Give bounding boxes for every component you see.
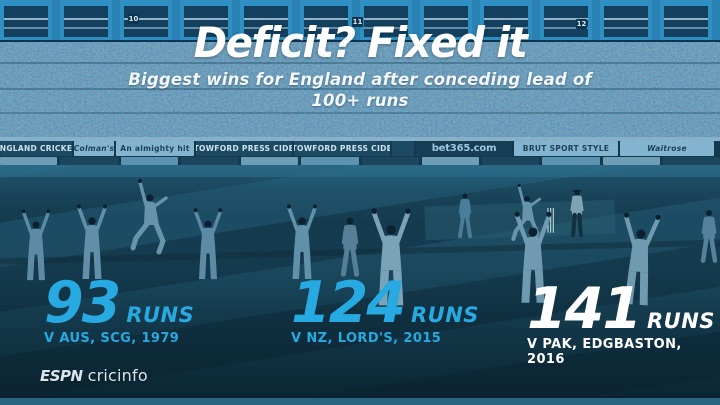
ad-board: Waitrose bbox=[620, 141, 714, 156]
small-board bbox=[301, 157, 359, 165]
stat-detail: V NZ, LORD'S, 2015 bbox=[291, 331, 442, 346]
crowd bbox=[0, 42, 720, 141]
stat-unit: RUNS bbox=[126, 303, 195, 327]
small-board bbox=[602, 157, 660, 165]
small-board bbox=[180, 157, 238, 165]
stat-value: 141 bbox=[527, 276, 642, 342]
page-title: Deficit? Fixed it bbox=[193, 18, 528, 67]
stat-detail: V AUS, SCG, 1979 bbox=[44, 331, 180, 346]
subtitle-line-2: 100+ runs bbox=[311, 91, 409, 110]
ad-board: BRUT SPORT STYLE bbox=[514, 141, 618, 156]
pavilion-box-number: 12 bbox=[576, 19, 587, 29]
small-board bbox=[361, 157, 419, 165]
subtitle: Biggest wins for England after conceding… bbox=[0, 69, 720, 111]
subtitle-line-1: Biggest wins for England after conceding… bbox=[128, 70, 592, 89]
small-board bbox=[421, 157, 479, 165]
stat-block-aus-1979: 93 RUNS V AUS, SCG, 1979 bbox=[44, 270, 195, 347]
pavilion-box-number: 11 bbox=[352, 17, 363, 27]
pavilion-box-number: 10 bbox=[128, 14, 139, 24]
ad-board: An almighty hit bbox=[116, 141, 194, 156]
small-board bbox=[60, 157, 118, 165]
small-board bbox=[542, 157, 600, 165]
ad-board: ENGLAND CRICKET bbox=[0, 141, 72, 156]
ad-board: STOWFORD PRESS CIDER bbox=[196, 141, 292, 156]
espn-wordmark: ESPN bbox=[40, 367, 83, 385]
stat-unit: RUNS bbox=[410, 303, 479, 327]
small-board bbox=[482, 157, 540, 165]
bottom-strip bbox=[0, 396, 720, 405]
small-board bbox=[662, 157, 720, 165]
espncricinfo-logo: ESPN cricinfo bbox=[40, 366, 148, 385]
ad-board-blank bbox=[392, 141, 414, 156]
cricinfo-wordmark: cricinfo bbox=[87, 366, 148, 385]
small-board bbox=[241, 157, 299, 165]
small-board bbox=[0, 157, 58, 165]
small-boards-row bbox=[0, 157, 720, 165]
ad-board: Colman's bbox=[74, 141, 114, 156]
stat-value: 124 bbox=[291, 270, 406, 336]
ad-boards-row: ENGLAND CRICKET Colman's An almighty hit… bbox=[0, 141, 720, 156]
stat-block-nz-2015: 124 RUNS V NZ, LORD'S, 2015 bbox=[291, 270, 479, 347]
ad-board: STOWFORD PRESS CIDER bbox=[294, 141, 390, 156]
stat-block-pak-2016: 141 RUNS V PAK, EDGBASTON, 2016 bbox=[527, 276, 720, 368]
stat-unit: RUNS bbox=[646, 309, 715, 333]
stat-value: 93 bbox=[44, 270, 121, 336]
stat-detail: V PAK, EDGBASTON, 2016 bbox=[527, 337, 682, 367]
ad-board: bet365.com bbox=[416, 141, 512, 156]
small-board bbox=[120, 157, 178, 165]
